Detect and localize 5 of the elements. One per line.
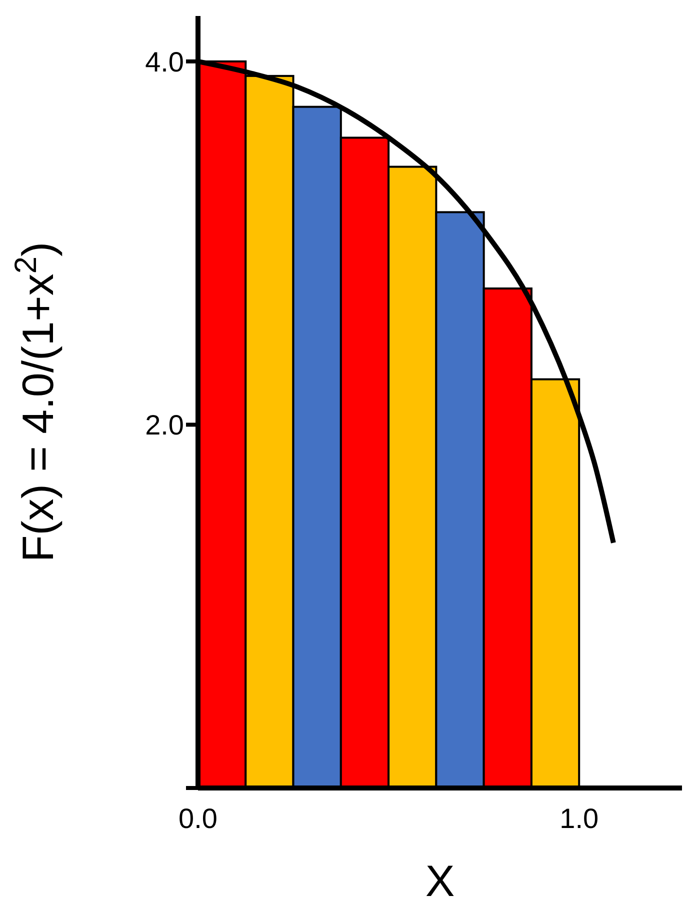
x-axis-title: X: [425, 857, 455, 906]
y-tick-label: 4.0: [145, 46, 184, 78]
x-tick-label: 1.0: [560, 802, 599, 834]
x-tick-label: 0.0: [178, 802, 218, 834]
y-tick-label: 2.0: [145, 410, 184, 441]
